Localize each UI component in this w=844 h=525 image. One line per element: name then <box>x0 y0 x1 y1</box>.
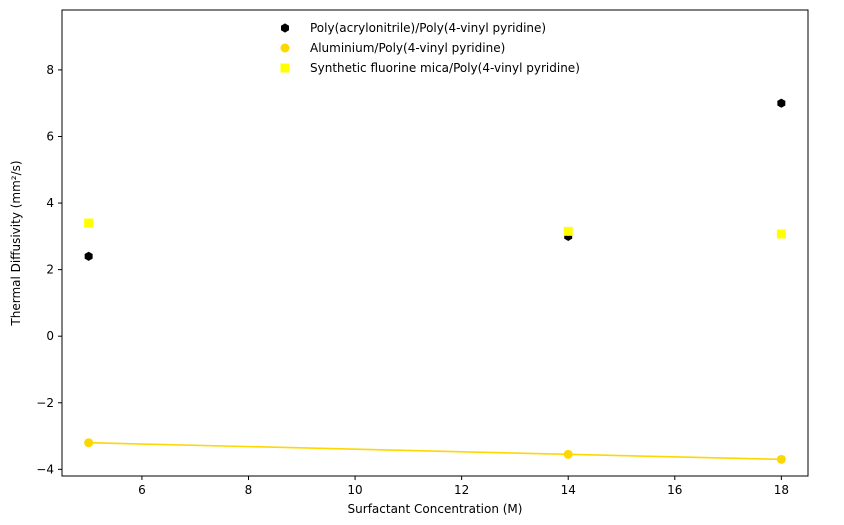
plot-background <box>62 10 808 476</box>
data-point <box>777 98 786 108</box>
y-tick-label: −2 <box>36 396 54 410</box>
legend-entry-1: Poly(acrylonitrile)/Poly(4-vinyl pyridin… <box>281 21 546 35</box>
legend: Poly(acrylonitrile)/Poly(4-vinyl pyridin… <box>280 21 580 75</box>
x-tick-label: 14 <box>561 483 576 497</box>
data-point <box>776 454 786 464</box>
data-point <box>84 251 93 261</box>
data-point <box>84 438 94 448</box>
y-tick-label: −4 <box>36 462 54 476</box>
data-point <box>563 226 573 236</box>
legend-entry-3: Synthetic fluorine mica/Poly(4-vinyl pyr… <box>280 61 580 75</box>
y-axis-label: Thermal Diffusivity (mm²/s) <box>9 160 23 326</box>
y-tick-label: 0 <box>46 329 54 343</box>
x-tick-label: 8 <box>245 483 253 497</box>
x-tick-label: 16 <box>667 483 682 497</box>
y-tick-label: 2 <box>46 263 54 277</box>
y-tick-label: 8 <box>46 63 54 77</box>
plot-area <box>62 10 808 476</box>
data-point <box>84 218 94 228</box>
legend-entry-2: Aluminium/Poly(4-vinyl pyridine) <box>280 41 505 55</box>
x-tick-label: 10 <box>347 483 362 497</box>
data-point <box>776 229 786 239</box>
legend-label: Aluminium/Poly(4-vinyl pyridine) <box>310 41 505 55</box>
legend-marker <box>281 23 289 33</box>
y-tick-label: 4 <box>46 196 54 210</box>
y-tick-label: 6 <box>46 129 54 143</box>
legend-marker <box>280 63 290 73</box>
legend-marker <box>280 43 290 53</box>
chart-marks <box>84 98 786 464</box>
x-tick-label: 12 <box>454 483 469 497</box>
plot-frame <box>61 9 809 477</box>
axes: 6 8 10 12 14 16 18 −4 −2 0 2 4 6 8 <box>36 9 809 497</box>
legend-label: Synthetic fluorine mica/Poly(4-vinyl pyr… <box>310 61 580 75</box>
x-tick-label: 6 <box>138 483 146 497</box>
data-point <box>563 449 573 459</box>
legend-label: Poly(acrylonitrile)/Poly(4-vinyl pyridin… <box>310 21 546 35</box>
x-axis-label: Surfactant Concentration (M) <box>348 502 523 516</box>
x-tick-label: 18 <box>774 483 789 497</box>
series-3 <box>84 218 786 239</box>
series-2 <box>84 438 786 464</box>
